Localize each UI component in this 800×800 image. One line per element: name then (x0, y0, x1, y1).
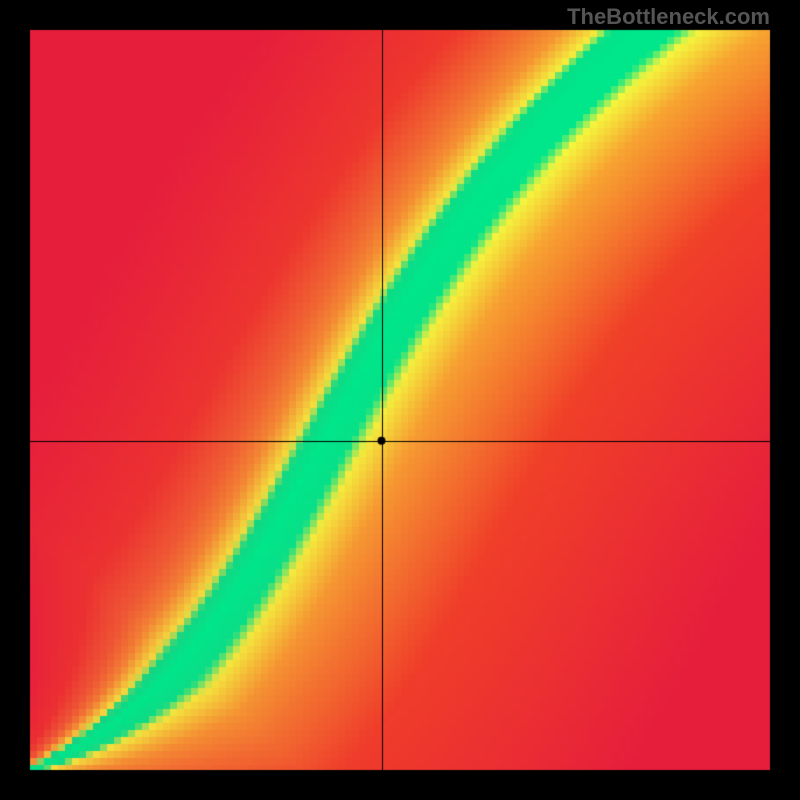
bottleneck-heatmap (0, 0, 800, 800)
watermark-text: TheBottleneck.com (567, 4, 770, 30)
chart-container: TheBottleneck.com (0, 0, 800, 800)
